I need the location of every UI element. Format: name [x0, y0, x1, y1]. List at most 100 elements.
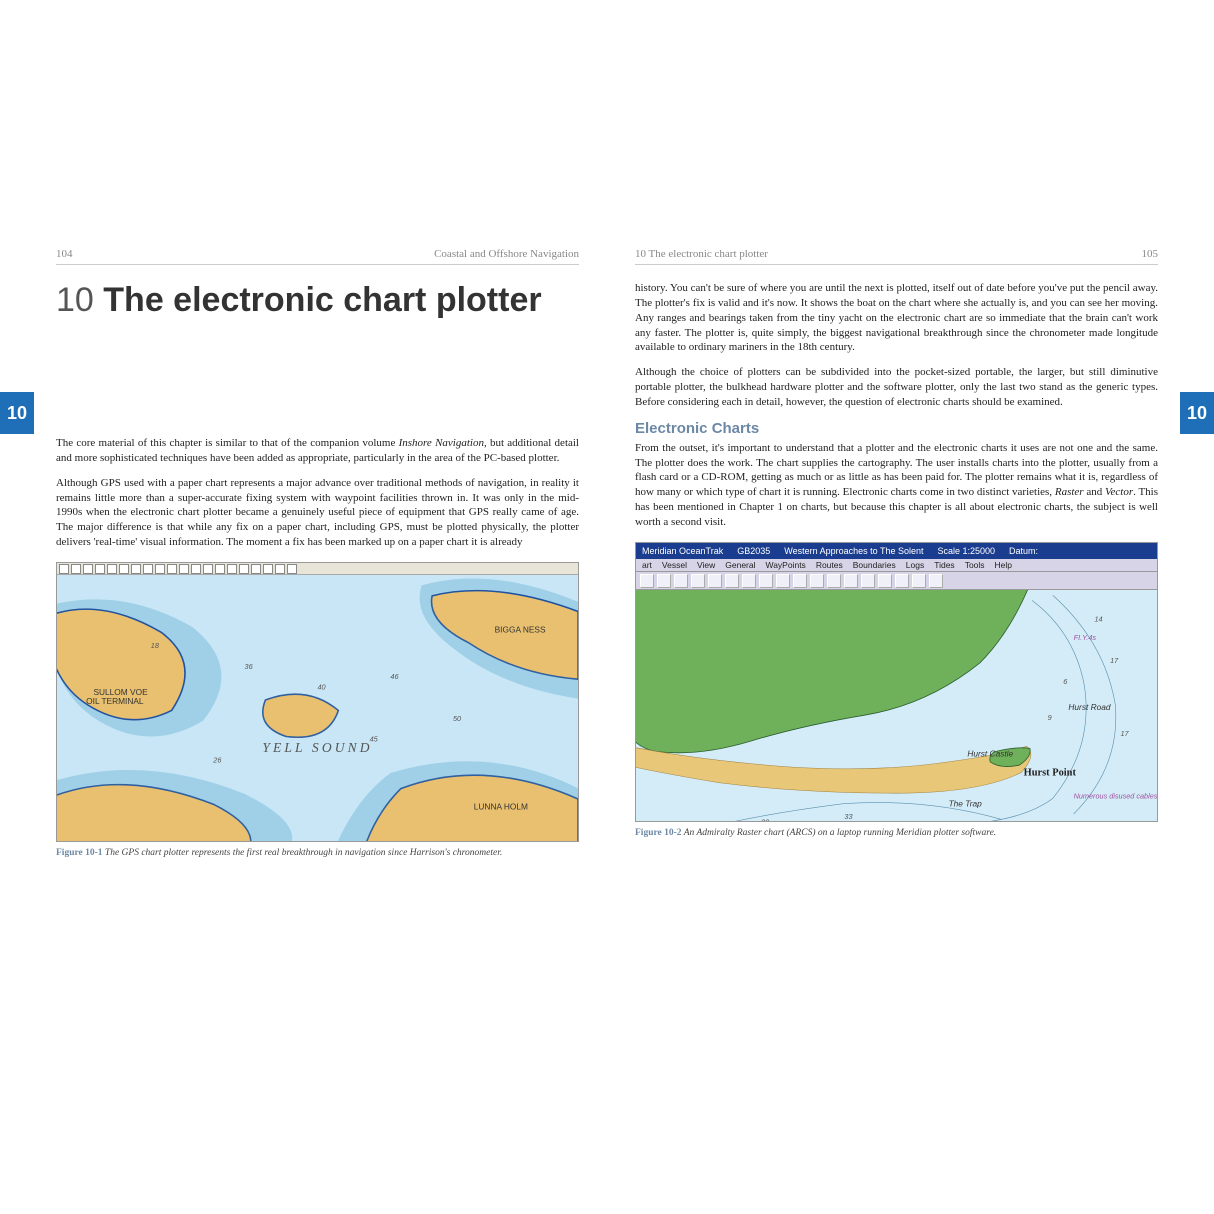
svg-text:FI.Y.4s: FI.Y.4s — [1074, 633, 1097, 642]
running-head-right: 10 The electronic chart plotter 105 — [635, 248, 1158, 265]
menu-item[interactable]: Logs — [906, 560, 924, 570]
para-1: The core material of this chapter is sim… — [56, 436, 579, 466]
svg-text:40: 40 — [317, 683, 325, 692]
toolbar-icon[interactable] — [844, 574, 858, 588]
toolbar-icon[interactable] — [759, 574, 773, 588]
chart-toolbar — [57, 563, 578, 575]
app-menubar: art Vessel View General WayPoints Routes… — [636, 559, 1157, 572]
toolbar-icon[interactable] — [878, 574, 892, 588]
toolbar-icon — [203, 564, 213, 574]
toolbar-icon — [251, 564, 261, 574]
figure-10-2: Meridian OceanTrak GB2035 Western Approa… — [635, 542, 1158, 838]
figure-caption: Figure 10-1 The GPS chart plotter repres… — [56, 848, 579, 858]
toolbar-icon[interactable] — [691, 574, 705, 588]
toolbar-icon — [59, 564, 69, 574]
para-3: Although the choice of plotters can be s… — [635, 365, 1158, 410]
book-spread: 104 Coastal and Offshore Navigation 10 T… — [0, 248, 1214, 858]
svg-text:50: 50 — [453, 714, 461, 723]
menu-item[interactable]: Help — [995, 560, 1012, 570]
svg-text:YELL SOUND: YELL SOUND — [262, 740, 372, 755]
svg-text:26: 26 — [212, 755, 222, 764]
toolbar-icon[interactable] — [810, 574, 824, 588]
figure-caption: Figure 10-2 An Admiralty Raster chart (A… — [635, 828, 1158, 838]
toolbar-icon — [83, 564, 93, 574]
toolbar-icon — [227, 564, 237, 574]
toolbar-icon — [191, 564, 201, 574]
svg-text:33: 33 — [844, 812, 852, 821]
para-2: Although GPS used with a paper chart rep… — [56, 476, 579, 550]
menu-item[interactable]: Routes — [816, 560, 843, 570]
toolbar-icon — [155, 564, 165, 574]
running-title: 10 The electronic chart plotter — [635, 248, 768, 260]
svg-text:18: 18 — [151, 641, 159, 650]
page-left: 104 Coastal and Offshore Navigation 10 T… — [0, 248, 607, 858]
toolbar-icon[interactable] — [657, 574, 671, 588]
svg-text:LUNNA HOLM: LUNNA HOLM — [474, 801, 528, 811]
toolbar-icon — [239, 564, 249, 574]
section-heading: Electronic Charts — [635, 420, 1158, 437]
toolbar-icon — [143, 564, 153, 574]
toolbar-icon[interactable] — [640, 574, 654, 588]
svg-text:36: 36 — [245, 662, 254, 671]
svg-text:14: 14 — [1094, 614, 1102, 623]
figure-10-1: YELL SOUND SULLOM VOE OIL TERMINAL BIGGA… — [56, 562, 579, 858]
toolbar-icon — [119, 564, 129, 574]
toolbar-icon[interactable] — [674, 574, 688, 588]
menu-item[interactable]: Tools — [965, 560, 985, 570]
toolbar-icon — [275, 564, 285, 574]
svg-text:46: 46 — [390, 672, 399, 681]
running-head-left: 104 Coastal and Offshore Navigation — [56, 248, 579, 265]
svg-text:Numerous disused cables: Numerous disused cables — [1074, 791, 1157, 800]
toolbar-icon[interactable] — [776, 574, 790, 588]
vector-map-svg: Hurst Point Hurst Castle Hurst Road FI.Y… — [636, 590, 1157, 822]
running-title: Coastal and Offshore Navigation — [434, 248, 579, 260]
svg-text:45: 45 — [370, 735, 379, 744]
page-number: 105 — [1142, 248, 1159, 260]
toolbar-icon[interactable] — [827, 574, 841, 588]
toolbar-icon[interactable] — [725, 574, 739, 588]
toolbar-icon — [107, 564, 117, 574]
chapter-title: 10 The electronic chart plotter — [56, 281, 579, 320]
para-cont: history. You can't be sure of where you … — [635, 281, 1158, 355]
svg-text:BIGGA NESS: BIGGA NESS — [495, 624, 546, 634]
toolbar-icon[interactable] — [861, 574, 875, 588]
menu-item[interactable]: View — [697, 560, 715, 570]
toolbar-icon — [263, 564, 273, 574]
toolbar-icon[interactable] — [912, 574, 926, 588]
para-4: From the outset, it's important to under… — [635, 441, 1158, 530]
toolbar-icon[interactable] — [793, 574, 807, 588]
page-number: 104 — [56, 248, 73, 260]
toolbar-icon — [179, 564, 189, 574]
toolbar-icon — [287, 564, 297, 574]
toolbar-icon — [167, 564, 177, 574]
menu-item[interactable]: Vessel — [662, 560, 687, 570]
raster-chart-screenshot: YELL SOUND SULLOM VOE OIL TERMINAL BIGGA… — [56, 562, 579, 842]
toolbar-icon — [215, 564, 225, 574]
menu-item[interactable]: Tides — [934, 560, 954, 570]
page-right: 10 The electronic chart plotter 105 hist… — [607, 248, 1214, 858]
menu-item[interactable]: Boundaries — [853, 560, 896, 570]
menu-item[interactable]: art — [642, 560, 652, 570]
menu-item[interactable]: WayPoints — [766, 560, 806, 570]
svg-text:9: 9 — [1048, 713, 1052, 722]
app-iconbar — [636, 572, 1157, 590]
toolbar-icon[interactable] — [742, 574, 756, 588]
toolbar-icon — [71, 564, 81, 574]
vector-chart-screenshot: Meridian OceanTrak GB2035 Western Approa… — [635, 542, 1158, 822]
toolbar-icon[interactable] — [929, 574, 943, 588]
svg-text:17: 17 — [1121, 729, 1130, 738]
svg-text:Hurst Road: Hurst Road — [1068, 702, 1110, 712]
toolbar-icon — [131, 564, 141, 574]
svg-text:17: 17 — [1110, 656, 1119, 665]
menu-item[interactable]: General — [725, 560, 755, 570]
app-titlebar: Meridian OceanTrak GB2035 Western Approa… — [636, 543, 1157, 559]
place-label: OIL TERMINAL — [86, 696, 144, 706]
toolbar-icon[interactable] — [895, 574, 909, 588]
toolbar-icon — [95, 564, 105, 574]
toolbar-icon[interactable] — [708, 574, 722, 588]
svg-text:Hurst Castle: Hurst Castle — [967, 749, 1013, 759]
svg-text:The Trap: The Trap — [949, 799, 983, 809]
svg-text:38: 38 — [761, 817, 769, 822]
raster-map-svg: YELL SOUND SULLOM VOE OIL TERMINAL BIGGA… — [57, 575, 578, 842]
svg-text:Hurst Point: Hurst Point — [1024, 767, 1077, 778]
